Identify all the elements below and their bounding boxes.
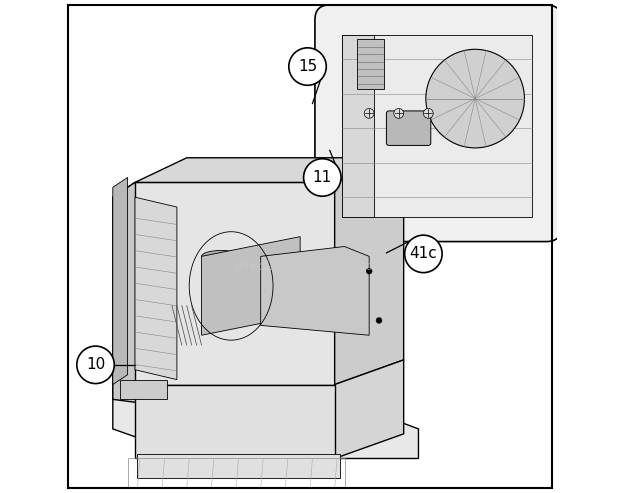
Text: 41c: 41c xyxy=(410,246,437,261)
Polygon shape xyxy=(342,35,374,217)
Circle shape xyxy=(423,108,433,118)
Circle shape xyxy=(394,108,404,118)
Circle shape xyxy=(376,317,382,323)
Circle shape xyxy=(366,268,372,274)
Polygon shape xyxy=(202,237,300,335)
Polygon shape xyxy=(135,182,335,385)
Polygon shape xyxy=(113,177,128,385)
Circle shape xyxy=(426,49,525,148)
Polygon shape xyxy=(357,39,384,89)
Circle shape xyxy=(77,346,114,384)
Polygon shape xyxy=(135,158,404,182)
FancyBboxPatch shape xyxy=(386,111,431,145)
Circle shape xyxy=(304,159,341,196)
Text: 15: 15 xyxy=(298,59,317,74)
Polygon shape xyxy=(335,360,404,458)
Polygon shape xyxy=(120,380,167,399)
FancyBboxPatch shape xyxy=(315,5,562,242)
Polygon shape xyxy=(260,246,369,335)
Polygon shape xyxy=(113,182,135,399)
Polygon shape xyxy=(135,197,177,380)
Polygon shape xyxy=(113,182,187,409)
Polygon shape xyxy=(342,35,532,217)
Circle shape xyxy=(364,108,374,118)
Polygon shape xyxy=(135,385,335,458)
Circle shape xyxy=(289,48,326,85)
Polygon shape xyxy=(138,454,340,478)
Circle shape xyxy=(405,235,442,273)
Text: 11: 11 xyxy=(312,170,332,185)
Polygon shape xyxy=(335,158,404,385)
Ellipse shape xyxy=(202,250,241,262)
Polygon shape xyxy=(113,399,418,458)
Text: 10: 10 xyxy=(86,357,105,372)
Text: eReplacementParts.com: eReplacementParts.com xyxy=(234,260,386,273)
